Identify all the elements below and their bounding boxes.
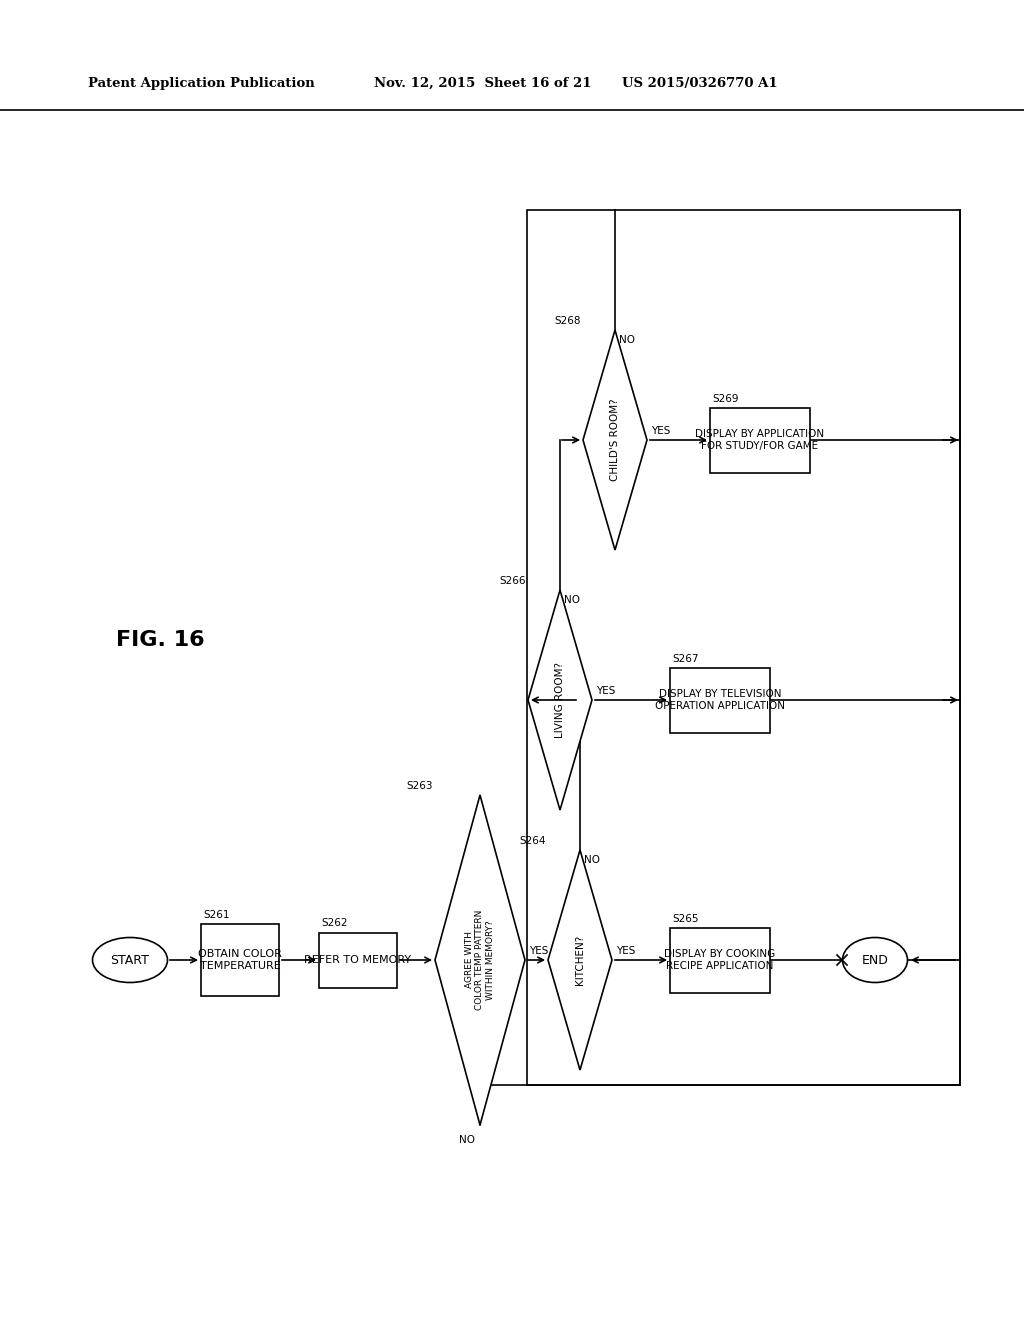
Text: DISPLAY BY TELEVISION
OPERATION APPLICATION: DISPLAY BY TELEVISION OPERATION APPLICAT… — [655, 689, 785, 710]
Text: S263: S263 — [407, 781, 433, 791]
Ellipse shape — [843, 937, 907, 982]
Text: S261: S261 — [203, 909, 229, 920]
Text: OBTAIN COLOR
TEMPERATURE: OBTAIN COLOR TEMPERATURE — [198, 949, 282, 970]
Text: S265: S265 — [672, 913, 698, 924]
Text: S264: S264 — [519, 836, 546, 846]
Text: END: END — [861, 953, 889, 966]
Bar — [710, 408, 810, 473]
Text: YES: YES — [596, 686, 615, 696]
Polygon shape — [548, 850, 612, 1071]
Text: CHILD'S ROOM?: CHILD'S ROOM? — [610, 399, 620, 482]
Polygon shape — [435, 795, 525, 1125]
Text: START: START — [111, 953, 150, 966]
Text: YES: YES — [529, 946, 549, 956]
Text: NO: NO — [618, 335, 635, 345]
Text: FIG. 16: FIG. 16 — [116, 630, 205, 649]
Bar — [319, 932, 397, 987]
Bar — [527, 210, 961, 1085]
Text: S268: S268 — [555, 315, 581, 326]
Text: NO: NO — [584, 855, 600, 865]
Polygon shape — [528, 590, 592, 810]
Bar — [201, 924, 279, 997]
Text: Nov. 12, 2015  Sheet 16 of 21: Nov. 12, 2015 Sheet 16 of 21 — [374, 77, 592, 90]
Text: NO: NO — [459, 1135, 475, 1144]
Text: YES: YES — [651, 426, 671, 436]
Ellipse shape — [92, 937, 168, 982]
Text: REFER TO MEMORY: REFER TO MEMORY — [304, 954, 412, 965]
Text: NO: NO — [564, 595, 580, 605]
Text: DISPLAY BY APPLICATION
FOR STUDY/FOR GAME: DISPLAY BY APPLICATION FOR STUDY/FOR GAM… — [695, 429, 824, 451]
Text: Patent Application Publication: Patent Application Publication — [88, 77, 314, 90]
Text: S269: S269 — [712, 393, 738, 404]
Polygon shape — [583, 330, 647, 550]
Bar — [670, 928, 770, 993]
Text: LIVING ROOM?: LIVING ROOM? — [555, 663, 565, 738]
Text: AGREE WITH
COLOR TEMP PATTERN
WITHIN MEMORY?: AGREE WITH COLOR TEMP PATTERN WITHIN MEM… — [465, 909, 495, 1010]
Text: S267: S267 — [672, 653, 698, 664]
Text: KITCHEN?: KITCHEN? — [575, 935, 585, 985]
Bar — [670, 668, 770, 733]
Text: DISPLAY BY COOKING
RECIPE APPLICATION: DISPLAY BY COOKING RECIPE APPLICATION — [665, 949, 775, 970]
Text: US 2015/0326770 A1: US 2015/0326770 A1 — [622, 77, 777, 90]
Text: S262: S262 — [321, 919, 347, 928]
Text: S266: S266 — [500, 576, 526, 586]
Text: YES: YES — [616, 946, 635, 956]
